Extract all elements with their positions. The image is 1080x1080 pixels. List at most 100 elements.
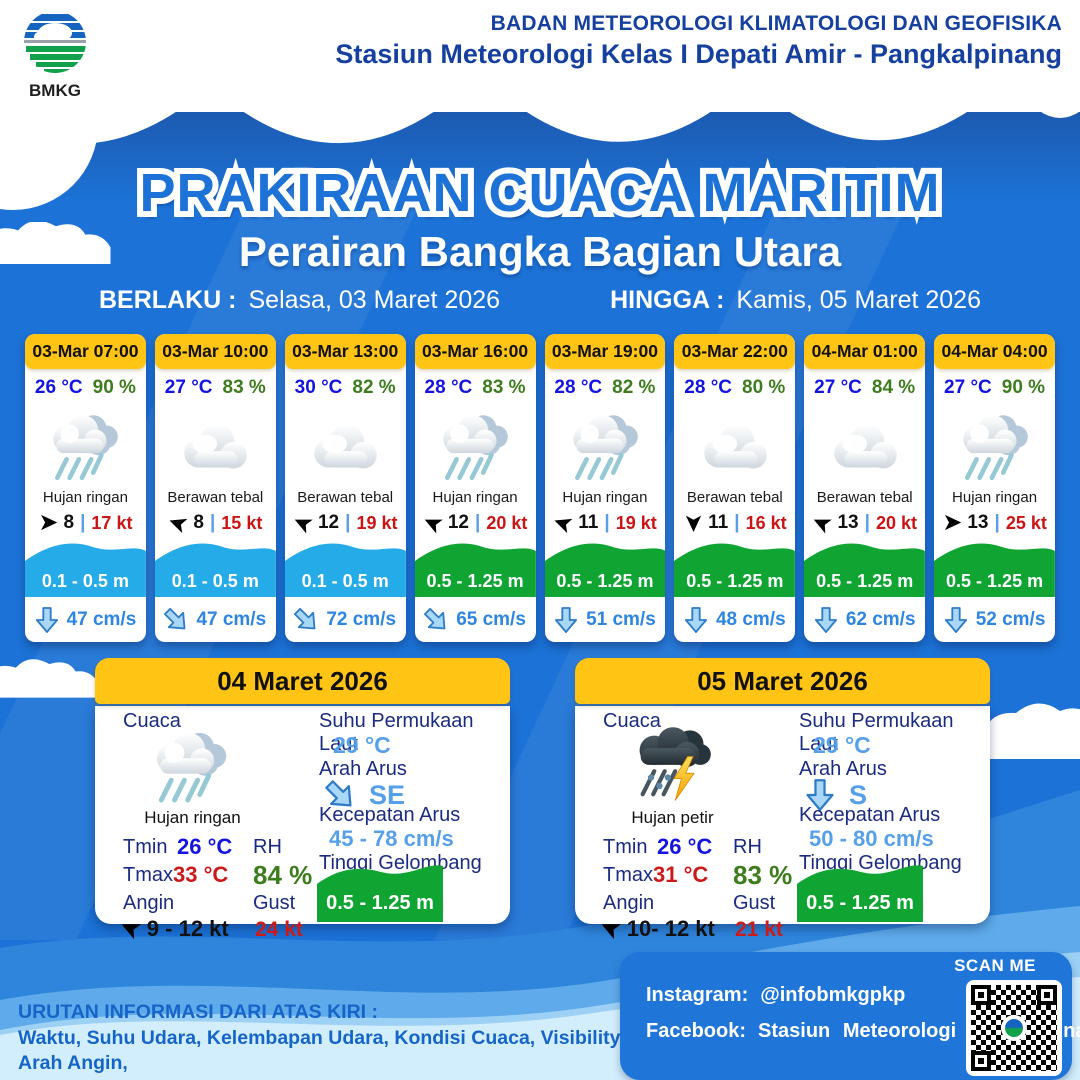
weather-condition: Berawan tebal	[816, 489, 913, 506]
org-name: BADAN METEOROLOGI KLIMATOLOGI DAN GEOFIS…	[490, 12, 1062, 35]
daily-condition: Hujan petir	[631, 808, 714, 827]
wind-speed: 11	[708, 512, 729, 533]
wave-height-band: 0.5 - 1.25 m	[804, 535, 926, 597]
weather-icon	[434, 409, 516, 485]
wave-height-band: 0.1 - 0.5 m	[154, 535, 276, 597]
wind-direction-icon: ➤	[417, 506, 448, 540]
social-media-box: SCAN ME Instagram: @infobmkgpkp Facebook…	[620, 952, 1080, 1080]
weather-icon	[564, 409, 646, 485]
wind-gust: 17 kt	[91, 512, 133, 533]
air-temperature: 26 °C	[34, 377, 83, 398]
region-subtitle: Perairan Bangka Bagian Utara	[238, 228, 842, 275]
current-speed: 51 cm/s	[586, 608, 656, 630]
daily-date: 05 Maret 2026	[575, 658, 990, 704]
card-time: 03-Mar 13:00	[284, 334, 406, 369]
current-direction-icon	[944, 606, 968, 634]
gust-label: Gust	[253, 892, 296, 914]
air-temperature: 27 °C	[814, 377, 862, 398]
weather-icon	[954, 409, 1036, 485]
air-temperature: 27 °C	[164, 377, 213, 398]
current-direction-icon	[684, 606, 708, 634]
card-time: 04-Mar 04:00	[934, 334, 1055, 369]
valid-to-label: HINGGA :	[610, 286, 725, 314]
sea-surface-temp-label: Suhu Permukaan Laut	[799, 710, 954, 755]
current-row: 62 cm/s	[804, 597, 925, 642]
station-name: Stasiun Meteorologi Kelas I Depati Amir …	[335, 39, 1062, 69]
forecast-card: 04-Mar 01:00 27 °C 84 % Berawan tebal ➤ 1…	[804, 334, 926, 642]
daily-date: 04 Maret 2026	[95, 658, 510, 704]
bmkg-logo-label: BMKG	[29, 81, 81, 100]
bmkg-logo: BMKG	[24, 11, 86, 100]
air-temperature: 28 °C	[684, 377, 733, 398]
wave-height-band: 0.1 - 0.5 m	[284, 535, 406, 597]
scallop-wave-decoration	[0, 74, 1080, 206]
wave-height: 0.5 - 1.25 m	[816, 571, 914, 591]
air-temperature: 28 °C	[554, 377, 603, 398]
daily-forecast-card: 05 Maret 2026 Cuaca Hujan petir Tmin 26 …	[575, 658, 990, 947]
header-bar: BMKG BADAN METEOROLOGI KLIMATOLOGI DAN G…	[0, 0, 1080, 112]
current-row: 52 cm/s	[934, 597, 1055, 642]
page-title: PRAKIRAAN CUACA MARITIM PRAKIRAAN CUACA …	[134, 157, 946, 229]
wave-height: 0.1 - 0.5 m	[301, 571, 389, 591]
wave-height-band: 0.5 - 1.25 m	[797, 858, 923, 922]
wind-row: ➤ 11 | 19 kt	[548, 507, 657, 540]
forecast-card: 03-Mar 16:00 28 °C 83 % Hujan ringan ➤ 12…	[414, 334, 536, 642]
forecast-card: 03-Mar 22:00 28 °C 80 % Berawan tebal ➤ 1…	[674, 334, 796, 642]
card-time: 04-Mar 01:00	[804, 334, 926, 369]
current-row: 72 cm/s	[285, 597, 406, 642]
current-direction-value: SE	[369, 779, 406, 810]
weather-icon	[824, 409, 906, 485]
instagram-label: Instagram:	[646, 984, 749, 1006]
weather-icon	[304, 409, 386, 485]
facebook-label: Facebook:	[646, 1020, 747, 1042]
weather-condition: Hujan ringan	[952, 489, 1038, 506]
current-direction-icon	[805, 778, 835, 812]
wind-row: ➤ 8 | 15 kt	[164, 507, 263, 540]
weather-icon	[44, 409, 126, 485]
wind-speed-range: 10- 12 kt	[626, 916, 715, 941]
wind-gust: 15 kt	[221, 512, 263, 533]
humidity: 90 %	[92, 377, 136, 398]
wave-height: 0.5 - 1.25 m	[806, 892, 914, 914]
air-temperature: 28 °C	[424, 377, 473, 398]
card-time: 03-Mar 19:00	[544, 334, 666, 369]
current-speed: 65 cm/s	[456, 608, 526, 630]
card-time: 03-Mar 22:00	[674, 334, 796, 369]
tmax-value: 33 °C	[173, 862, 229, 887]
hourly-forecast-row: 03-Mar 07:00 26 °C 90 % Hujan ringan ➤ 8 …	[25, 334, 1055, 642]
humidity: 83 %	[482, 377, 526, 398]
humidity: 83 %	[222, 377, 266, 398]
wind-row: ➤ 12 | 20 kt	[417, 506, 528, 540]
daily-weather-icon	[627, 726, 715, 808]
rh-value: 83 %	[733, 860, 793, 890]
current-direction-icon	[35, 606, 59, 634]
wind-direction-icon: ➤	[38, 509, 59, 536]
daily-condition: Hujan ringan	[144, 808, 241, 827]
humidity: 84 %	[871, 377, 916, 398]
forecast-card: 03-Mar 07:00 26 °C 90 % Hujan ringan ➤ 8 …	[25, 334, 146, 642]
card-time: 03-Mar 16:00	[414, 334, 536, 369]
current-direction-icon	[418, 601, 455, 638]
current-row: 47 cm/s	[155, 597, 276, 642]
gust-label: Gust	[733, 892, 776, 914]
sea-surface-temp-value: 29 °C	[813, 732, 871, 758]
daily-wind-row: ➤ 9 - 12 kt	[114, 911, 229, 947]
qr-code	[966, 980, 1062, 1076]
tmin-value: 26 °C	[657, 834, 713, 859]
wind-row: ➤ 13 | 20 kt	[807, 506, 917, 540]
humidity: 82 %	[612, 377, 656, 398]
current-speed: 47 cm/s	[66, 608, 137, 630]
daily-wind-row: ➤ 10- 12 kt	[594, 911, 715, 947]
current-speed: 47 cm/s	[196, 608, 267, 630]
wave-height-band: 0.5 - 1.25 m	[674, 535, 796, 597]
wind-direction-icon: ➤	[807, 506, 838, 540]
wind-speed: 8	[63, 512, 75, 533]
instagram-handle: @infobmkgpkp	[760, 984, 906, 1006]
current-speed: 62 cm/s	[845, 608, 916, 630]
wind-label: Angin	[123, 892, 175, 914]
wind-gust: 25 kt	[1005, 512, 1047, 533]
wind-speed: 13	[967, 512, 989, 533]
info-order-title: URUTAN INFORMASI DARI ATAS KIRI :	[18, 1001, 378, 1023]
current-speed: 52 cm/s	[975, 608, 1046, 630]
